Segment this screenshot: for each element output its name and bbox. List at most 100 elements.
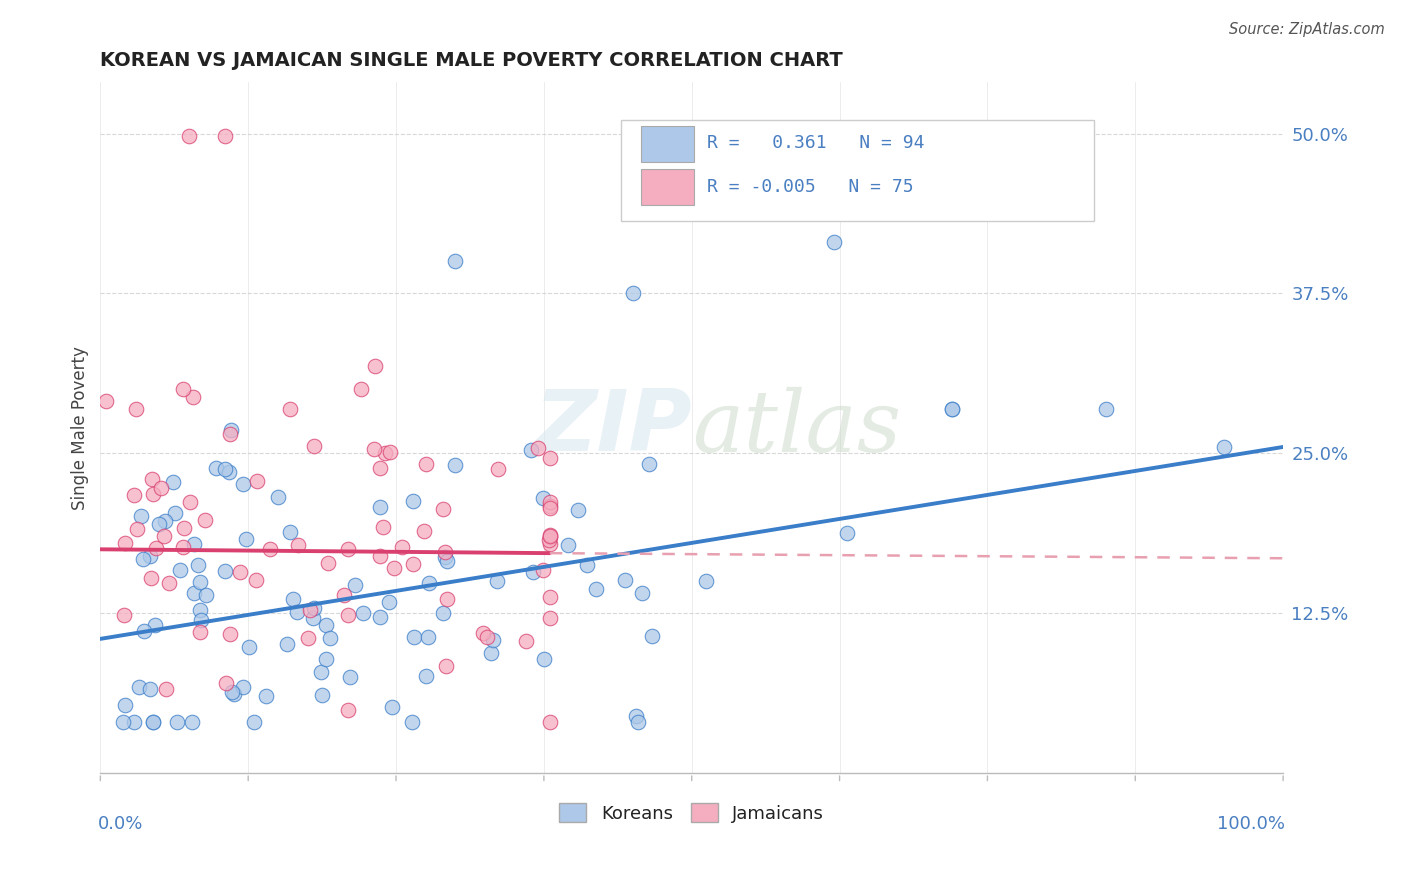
Point [297,631,319,645]
Point [245,573,267,587]
Point [298,603,321,617]
Point [112,714,135,729]
Point [183,537,205,551]
Point [333,588,356,602]
Point [218,465,240,479]
Point [472,625,495,640]
Point [190,574,212,589]
Point [344,578,367,592]
Point [177,129,200,144]
Point [232,477,254,491]
Point [278,524,301,539]
Legend: Koreans, Jamaicans: Koreans, Jamaicans [553,796,831,830]
Point [418,630,440,644]
Point [267,490,290,504]
Point [319,632,342,646]
Point [204,461,226,475]
Point [219,627,242,641]
Point [165,506,187,520]
Point [538,495,561,509]
Point [533,652,555,666]
Point [128,681,150,695]
Point [195,588,218,602]
Point [695,574,717,589]
Point [641,629,664,643]
Point [157,576,180,591]
Point [153,514,176,528]
Point [127,522,149,536]
Point [142,714,165,729]
Point [259,541,281,556]
Point [183,585,205,599]
Point [141,472,163,486]
Point [190,613,212,627]
Point [373,520,395,534]
Bar [641,126,695,161]
Point [139,681,162,696]
Point [432,606,454,620]
Bar [641,169,695,205]
Text: 0.0%: 0.0% [98,814,143,832]
Point [278,401,301,416]
Point [378,445,401,459]
Point [114,536,136,550]
Text: Source: ZipAtlas.com: Source: ZipAtlas.com [1229,22,1385,37]
Point [134,624,156,638]
Text: ZIP: ZIP [534,386,692,469]
Point [637,457,659,471]
Text: KOREAN VS JAMAICAN SINGLE MALE POVERTY CORRELATION CHART: KOREAN VS JAMAICAN SINGLE MALE POVERTY C… [100,51,844,70]
Point [434,659,457,673]
Point [363,442,385,456]
Point [114,698,136,713]
Point [316,557,339,571]
Point [214,462,236,476]
Point [626,714,648,729]
Point [557,538,579,552]
Point [520,443,543,458]
Point [112,608,135,623]
Point [155,681,177,696]
Point [276,637,298,651]
Point [349,383,371,397]
Point [531,491,554,505]
Point [169,563,191,577]
Point [152,529,174,543]
Point [162,475,184,489]
Point [219,427,242,442]
Point [285,606,308,620]
Point [302,601,325,615]
Point [402,494,425,508]
Point [1213,440,1236,454]
Point [482,633,505,648]
Point [527,441,550,455]
Point [481,646,503,660]
Point [122,714,145,729]
Point [188,624,211,639]
Point [823,235,845,250]
Point [391,541,413,555]
Point [368,549,391,563]
Point [522,566,544,580]
Point [538,590,561,604]
Point [172,383,194,397]
Point [131,552,153,566]
Point [413,524,436,538]
Point [835,526,858,541]
Point [172,541,194,555]
Point [432,501,454,516]
Point [219,423,242,437]
Point [381,699,404,714]
Point [254,689,277,703]
Point [143,618,166,632]
Point [336,541,359,556]
Point [181,714,204,729]
Point [538,450,561,465]
Point [415,669,437,683]
Point [181,390,204,404]
Point [404,630,426,644]
Point [538,500,561,514]
Point [302,611,325,625]
Point [538,536,561,550]
Point [364,359,387,373]
Point [585,582,607,596]
